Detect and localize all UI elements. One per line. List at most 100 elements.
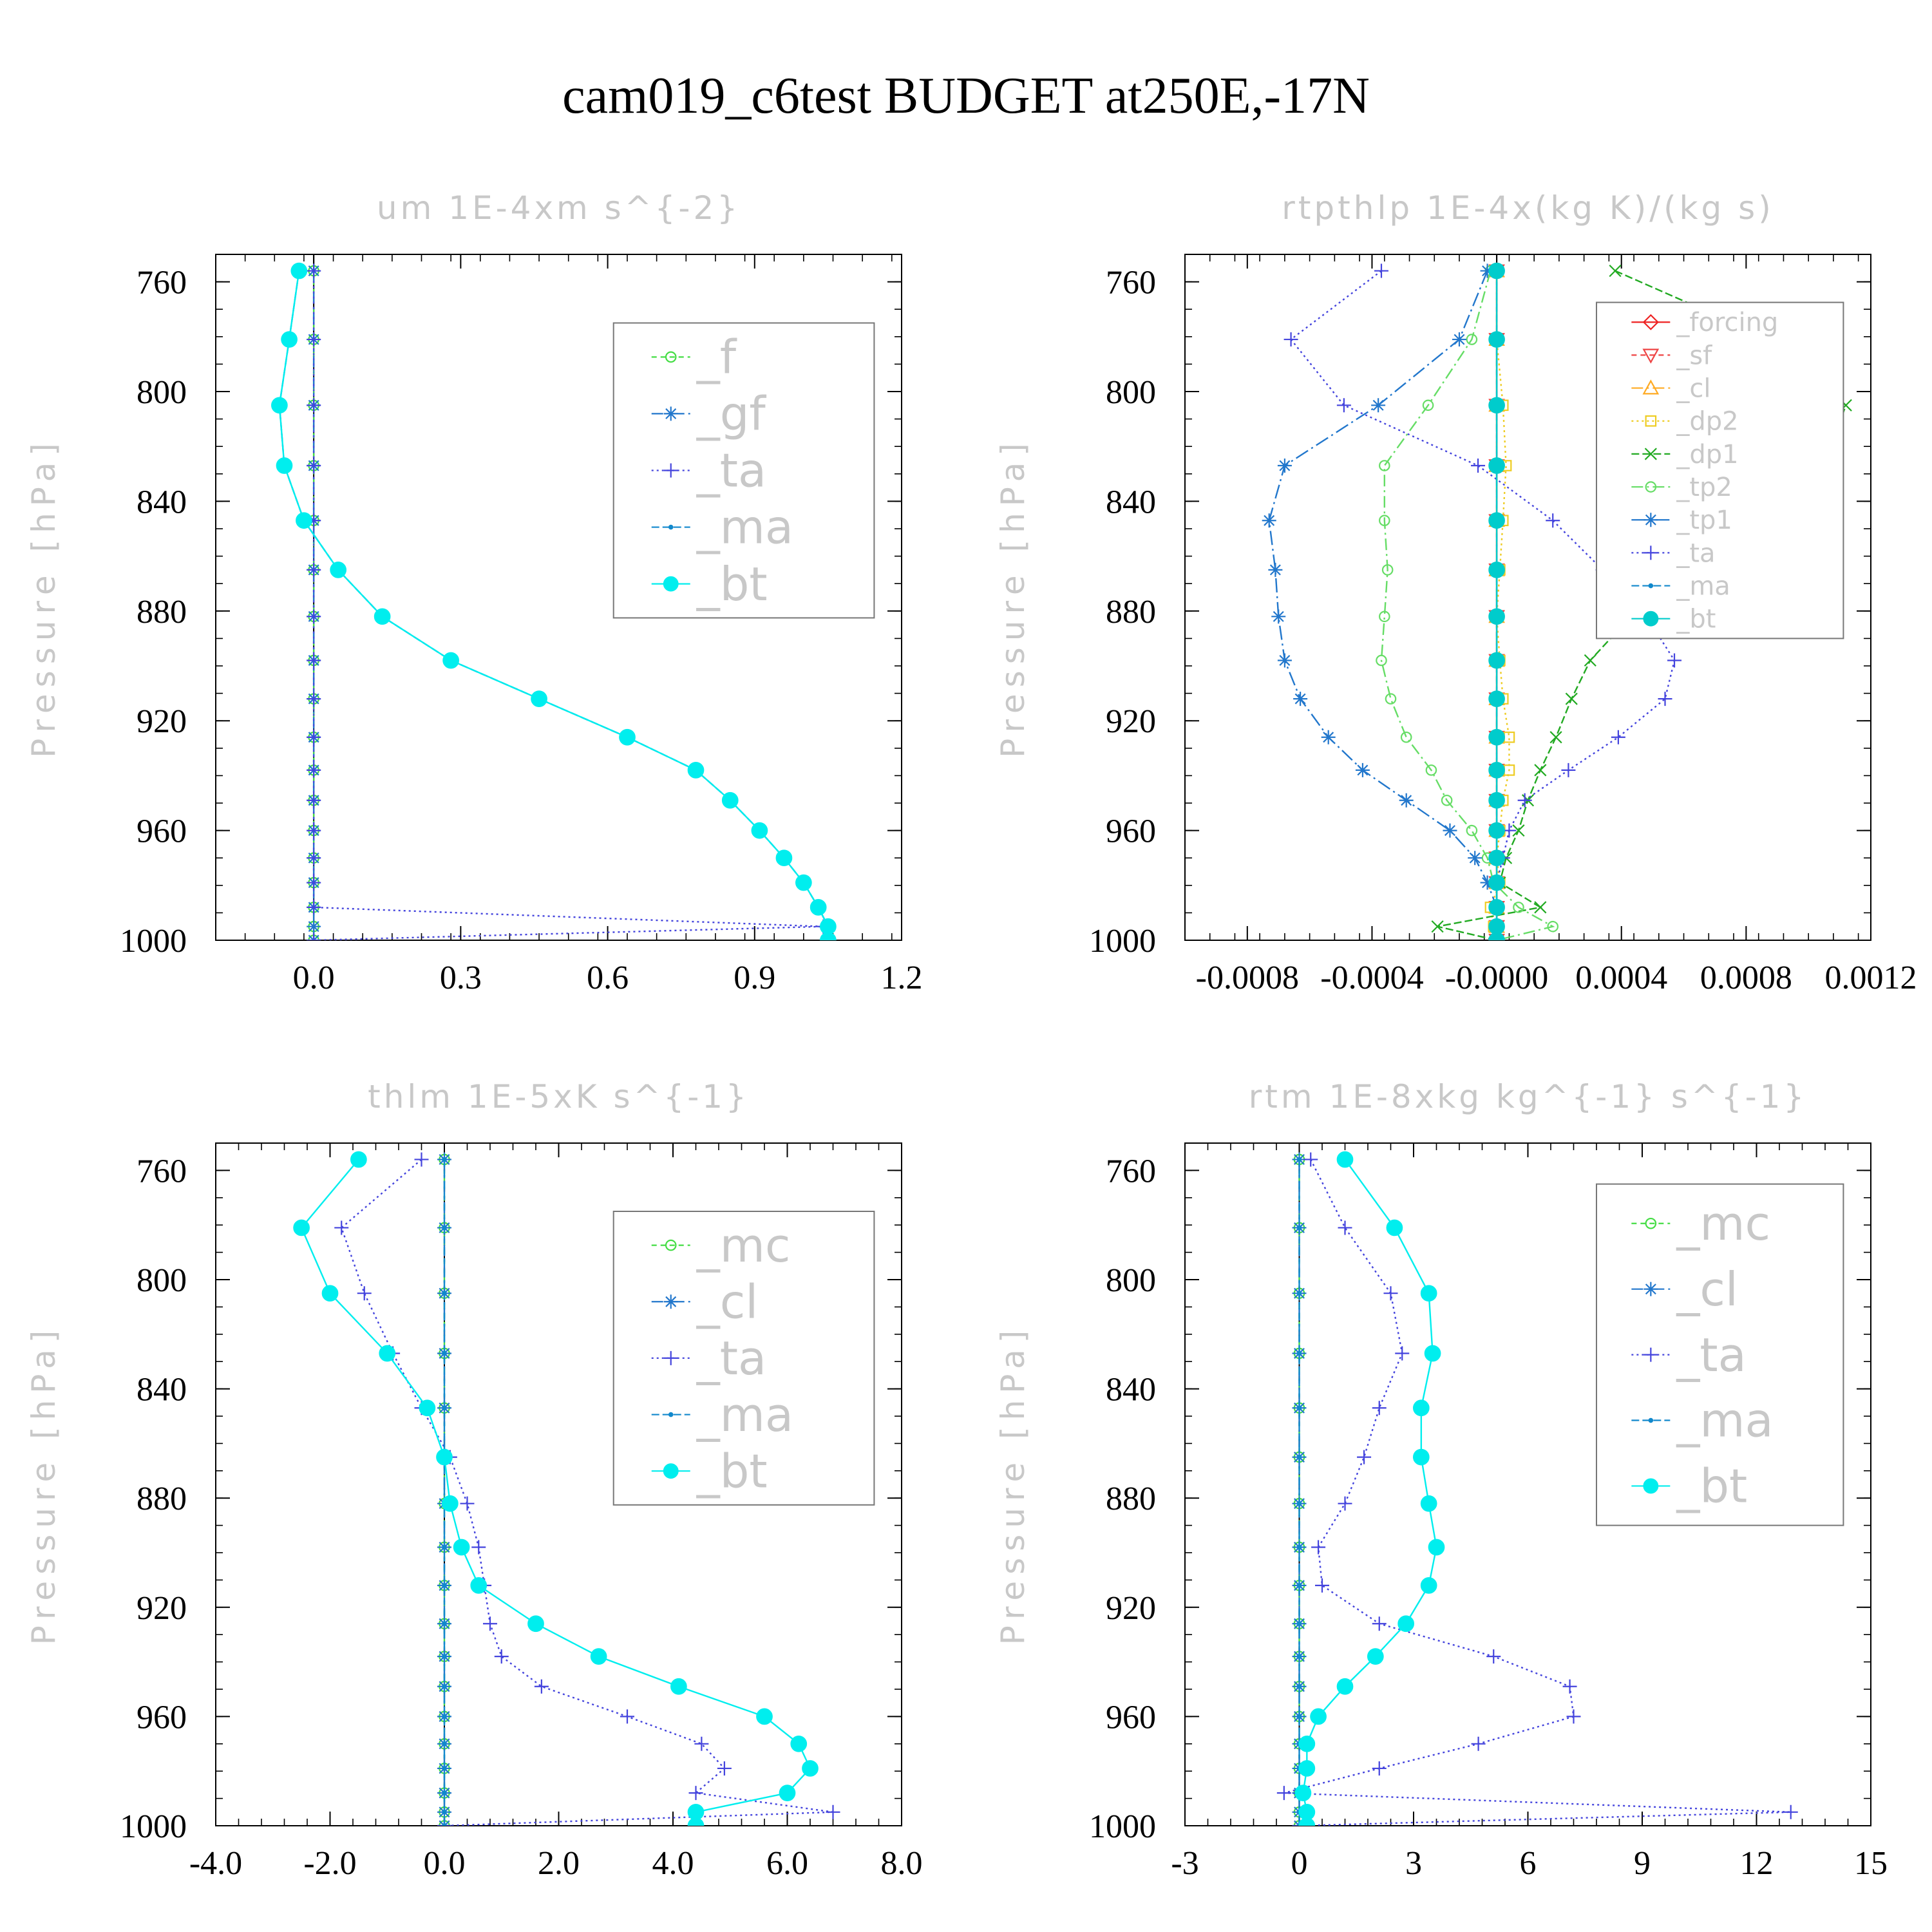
data-point [470, 1577, 488, 1594]
legend-item: _ta [1631, 538, 1716, 568]
data-point-shape [307, 933, 321, 940]
data-point-shape [1374, 263, 1388, 278]
data-point-shape [307, 609, 321, 624]
legend-marker [1643, 545, 1658, 560]
legend-label: _ma [1676, 1394, 1773, 1448]
data-point-shape [307, 562, 321, 577]
data-point-shape [751, 822, 768, 839]
y-tick-label: 840 [137, 1372, 187, 1408]
legend-label: _sf [1676, 341, 1712, 370]
legend-label: _tp1 [1676, 506, 1732, 535]
data-point [1296, 1621, 1302, 1627]
legend-label: _cl [1676, 374, 1710, 404]
data-point [1262, 513, 1276, 528]
data-point [442, 1495, 459, 1512]
data-point [1480, 263, 1495, 278]
data-point [1420, 1577, 1437, 1594]
series-group [1276, 1151, 1798, 1826]
data-point-shape [1488, 822, 1505, 839]
data-point-shape [1296, 1544, 1302, 1550]
data-point [494, 1649, 509, 1664]
legend-item: _bt [651, 557, 768, 611]
data-point-shape [442, 1790, 447, 1795]
legend-label: _mc [1676, 1197, 1770, 1251]
data-point-shape [442, 1810, 447, 1815]
data-point-shape [1296, 1683, 1302, 1689]
data-point [442, 1654, 447, 1659]
data-point [296, 512, 312, 529]
data-point [687, 762, 705, 779]
data-point [756, 1708, 773, 1725]
legend-item: _sf [1631, 341, 1712, 370]
legend-marker [663, 1463, 679, 1479]
legend-item: _f [651, 330, 737, 384]
data-point-shape [357, 1286, 372, 1301]
data-point [694, 1736, 709, 1751]
data-point-shape [1425, 764, 1437, 776]
data-point [1298, 1817, 1316, 1826]
data-point [1385, 693, 1397, 705]
y-tick-label: 960 [1106, 1699, 1156, 1736]
data-point-shape [290, 262, 308, 279]
data-point-shape [307, 793, 321, 808]
data-point-shape [802, 1760, 819, 1777]
data-point-shape [1667, 653, 1682, 668]
series-line [1490, 270, 1510, 940]
data-point-shape [307, 851, 321, 866]
data-point-shape [307, 653, 321, 668]
data-point-shape [1517, 793, 1532, 808]
data-point [820, 932, 837, 940]
data-point [1488, 791, 1505, 809]
data-point-shape [483, 1616, 497, 1631]
legend-marker [665, 351, 677, 363]
legend-marker-shape [1643, 545, 1658, 560]
data-point-shape [1488, 512, 1505, 529]
data-point-shape [1488, 899, 1505, 916]
y-tick-label: 960 [137, 813, 187, 850]
plot-frame [215, 254, 902, 941]
data-point-shape [1658, 692, 1672, 706]
data-point [1296, 1654, 1302, 1659]
data-point [307, 609, 321, 624]
data-point [1283, 332, 1298, 347]
data-point-shape [1420, 1285, 1437, 1302]
data-point [1412, 1399, 1430, 1417]
legend-marker [663, 576, 679, 592]
data-point-shape [1376, 654, 1387, 667]
data-point [442, 1621, 447, 1627]
data-point [1546, 513, 1560, 528]
data-point [1321, 730, 1336, 744]
legend-item: _ma [651, 500, 793, 554]
data-point-shape [1277, 653, 1292, 668]
x-tick-label: 1.2 [881, 960, 923, 996]
data-point [1296, 1157, 1302, 1162]
data-point-shape [1395, 1346, 1410, 1361]
data-point-shape [1385, 693, 1397, 705]
legend-item: _cl [1631, 374, 1710, 404]
data-point [590, 1648, 607, 1665]
data-point [534, 1679, 549, 1694]
data-point-shape [1562, 1679, 1577, 1694]
data-point-shape [1452, 332, 1466, 347]
y-tick-label: 960 [137, 1699, 187, 1736]
data-point [1488, 822, 1505, 839]
x-tick-label: 0.0008 [1700, 960, 1792, 996]
x-tick-label: 15 [1854, 1845, 1888, 1882]
x-tick-label: 6.0 [766, 1845, 808, 1882]
data-point [442, 1741, 447, 1747]
y-tick-label: 920 [137, 703, 187, 740]
data-point [334, 1220, 349, 1235]
legend-marker-shape [1643, 1478, 1659, 1494]
data-point [1488, 932, 1505, 940]
data-point-shape [820, 932, 837, 940]
data-point-shape [1336, 1678, 1354, 1695]
panel-2: rtpthlp 1E-4x(kg K)/(kg s) Pressure [hPa]… [994, 189, 1917, 996]
data-point-shape [1397, 1615, 1415, 1633]
data-point-shape [1336, 1151, 1354, 1168]
data-point [414, 1152, 429, 1167]
data-point [1357, 1450, 1372, 1464]
data-point [1466, 824, 1478, 837]
data-point-shape [1399, 793, 1414, 808]
data-point [442, 1157, 447, 1162]
legend-item: _ta [651, 444, 766, 498]
